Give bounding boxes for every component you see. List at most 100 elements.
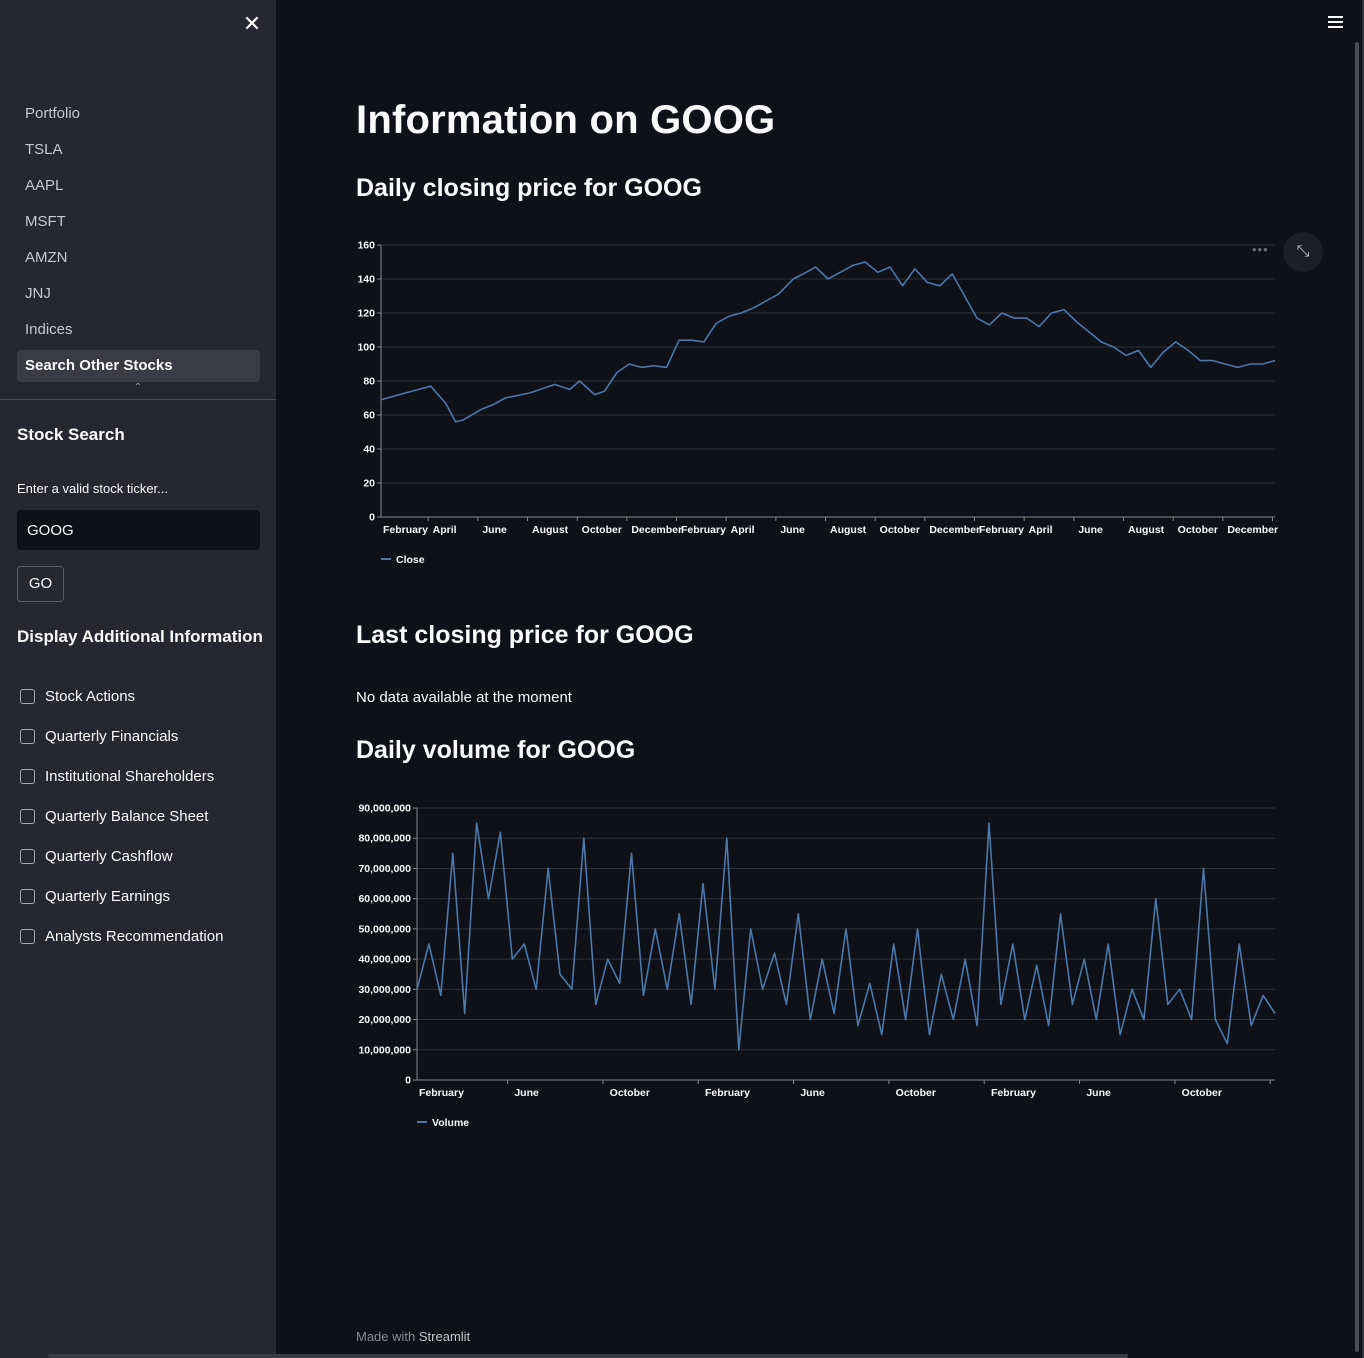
checkbox-box[interactable] xyxy=(20,888,35,904)
series-line xyxy=(416,822,1276,1051)
stock-search-heading: Stock Search xyxy=(17,425,125,444)
x-tick-label: February xyxy=(991,1087,1036,1099)
nav-item-portfolio[interactable]: Portfolio xyxy=(25,105,81,122)
nav-item-jnj[interactable]: JNJ xyxy=(25,285,51,302)
volume-chart: 0 10,000,000 20,000,000 30,000,000 40,000,00… xyxy=(358,803,1276,1129)
x-tick-label: October xyxy=(1182,1087,1222,1099)
checkbox-box[interactable] xyxy=(20,848,35,864)
additional-info-checkboxes: Stock Actions Quarterly Financials Insti… xyxy=(17,676,223,956)
nav-item-tsla[interactable]: TSLA xyxy=(25,141,63,158)
x-tick-label: December xyxy=(1227,524,1278,536)
additional-info-heading: Display Additional Information xyxy=(17,627,263,646)
y-tick-label: 20,000,000 xyxy=(358,1014,411,1026)
x-tick-label: December xyxy=(929,524,980,536)
go-button[interactable]: GO xyxy=(17,566,64,602)
x-tick-label: April xyxy=(1029,524,1053,536)
checkbox-quarterly-cashflow[interactable]: Quarterly Cashflow xyxy=(17,836,223,876)
sidebar-nav: Portfolio TSLA AAPL MSFT AMZN JNJ Indice… xyxy=(17,98,260,386)
series-line xyxy=(380,261,1276,423)
y-tick-label: 160 xyxy=(357,240,375,252)
ticker-input-label: Enter a valid stock ticker... xyxy=(17,481,169,496)
sidebar: ✕ Portfolio TSLA AAPL MSFT AMZN JNJ Indi… xyxy=(0,0,276,1358)
checkbox-box[interactable] xyxy=(20,728,35,744)
y-tick-label: 80,000,000 xyxy=(358,833,411,845)
x-tick-label: October xyxy=(582,524,622,536)
y-tick-label: 140 xyxy=(357,274,375,286)
nav-divider xyxy=(0,399,276,400)
y-tick-label: 90,000,000 xyxy=(358,803,411,815)
x-tick-label: August xyxy=(1128,524,1165,536)
horizontal-scrollbar[interactable] xyxy=(48,1354,1128,1358)
window-edge xyxy=(1362,0,1364,1358)
x-tick-label: October xyxy=(896,1087,936,1099)
checkbox-box[interactable] xyxy=(20,808,35,824)
checkbox-quarterly-balance-sheet[interactable]: Quarterly Balance Sheet xyxy=(17,796,223,836)
checkbox-label: Stock Actions xyxy=(45,687,136,705)
checkbox-label: Quarterly Balance Sheet xyxy=(45,807,209,825)
checkbox-label: Quarterly Cashflow xyxy=(45,847,173,865)
page-title: Information on GOOG xyxy=(356,98,776,142)
nav-item-indices[interactable]: Indices xyxy=(25,321,73,338)
x-tick-label: February xyxy=(705,1087,750,1099)
nav-item-amzn[interactable]: AMZN xyxy=(25,249,68,266)
chart-more-icon[interactable]: ••• xyxy=(1252,242,1269,257)
checkbox-label: Quarterly Financials xyxy=(45,727,179,745)
streamlit-link[interactable]: Streamlit xyxy=(418,1329,471,1344)
footer: Made with Streamlit xyxy=(356,1329,470,1344)
x-tick-label: October xyxy=(610,1087,650,1099)
nav-item-search-other-stocks[interactable]: Search Other Stocks xyxy=(17,350,260,382)
close-icon[interactable]: ✕ xyxy=(242,11,262,36)
expand-icon[interactable]: ⤡ xyxy=(1283,232,1323,272)
x-tick-label: August xyxy=(830,524,867,536)
y-tick-label: 10,000,000 xyxy=(358,1044,411,1056)
x-tick-label: August xyxy=(532,524,569,536)
x-tick-label: February xyxy=(979,524,1024,536)
x-tick-label: October xyxy=(880,524,920,536)
x-tick-label: February xyxy=(419,1087,464,1099)
checkbox-quarterly-financials[interactable]: Quarterly Financials xyxy=(17,716,223,756)
x-tick-label: June xyxy=(514,1087,539,1099)
y-tick-label: 100 xyxy=(357,342,375,354)
y-tick-label: 40,000,000 xyxy=(358,954,411,966)
checkbox-box[interactable] xyxy=(20,928,35,944)
vertical-scrollbar[interactable] xyxy=(1355,42,1359,1352)
x-tick-label: June xyxy=(1086,1087,1111,1099)
chevron-up-icon[interactable]: ⌃ xyxy=(133,382,143,393)
nav-item-msft[interactable]: MSFT xyxy=(25,213,66,230)
no-data-message: No data available at the moment xyxy=(356,689,572,706)
x-tick-label: December xyxy=(631,524,682,536)
nav-item-aapl[interactable]: AAPL xyxy=(25,177,64,194)
close-price-chart: 0 20 40 60 80 100 120 140 160 February April June Au… xyxy=(357,240,1278,567)
y-tick-label: 20 xyxy=(363,478,375,490)
y-tick-label: 40 xyxy=(363,444,375,456)
y-tick-label: 120 xyxy=(357,308,375,320)
checkbox-box[interactable] xyxy=(20,688,35,704)
closing-price-heading: Daily closing price for GOOG xyxy=(356,174,702,202)
y-tick-label: 0 xyxy=(405,1075,411,1087)
y-tick-label: 30,000,000 xyxy=(358,984,411,996)
checkbox-box[interactable] xyxy=(20,768,35,784)
y-tick-label: 70,000,000 xyxy=(358,863,411,875)
checkbox-quarterly-earnings[interactable]: Quarterly Earnings xyxy=(17,876,223,916)
x-tick-label: October xyxy=(1178,524,1218,536)
y-tick-label: 60,000,000 xyxy=(358,893,411,905)
checkbox-analysts-recommendation[interactable]: Analysts Recommendation xyxy=(17,916,223,956)
x-tick-label: June xyxy=(482,524,507,536)
x-tick-label: June xyxy=(800,1087,825,1099)
footer-prefix: Made with xyxy=(356,1329,416,1344)
x-tick-label: June xyxy=(780,524,805,536)
checkbox-stock-actions[interactable]: Stock Actions xyxy=(17,676,223,716)
legend-label: Volume xyxy=(432,1117,469,1129)
volume-heading: Daily volume for GOOG xyxy=(356,736,636,764)
y-tick-label: 80 xyxy=(363,376,375,388)
hamburger-menu-icon[interactable] xyxy=(1326,14,1346,30)
x-tick-label: February xyxy=(681,524,726,536)
checkbox-label: Analysts Recommendation xyxy=(45,927,224,945)
y-tick-label: 60 xyxy=(363,410,375,422)
x-tick-label: April xyxy=(731,524,755,536)
ticker-input[interactable] xyxy=(17,510,260,550)
checkbox-label: Institutional Shareholders xyxy=(45,767,215,785)
checkbox-label: Quarterly Earnings xyxy=(45,887,171,905)
x-tick-label: June xyxy=(1078,524,1103,536)
checkbox-institutional-shareholders[interactable]: Institutional Shareholders xyxy=(17,756,223,796)
